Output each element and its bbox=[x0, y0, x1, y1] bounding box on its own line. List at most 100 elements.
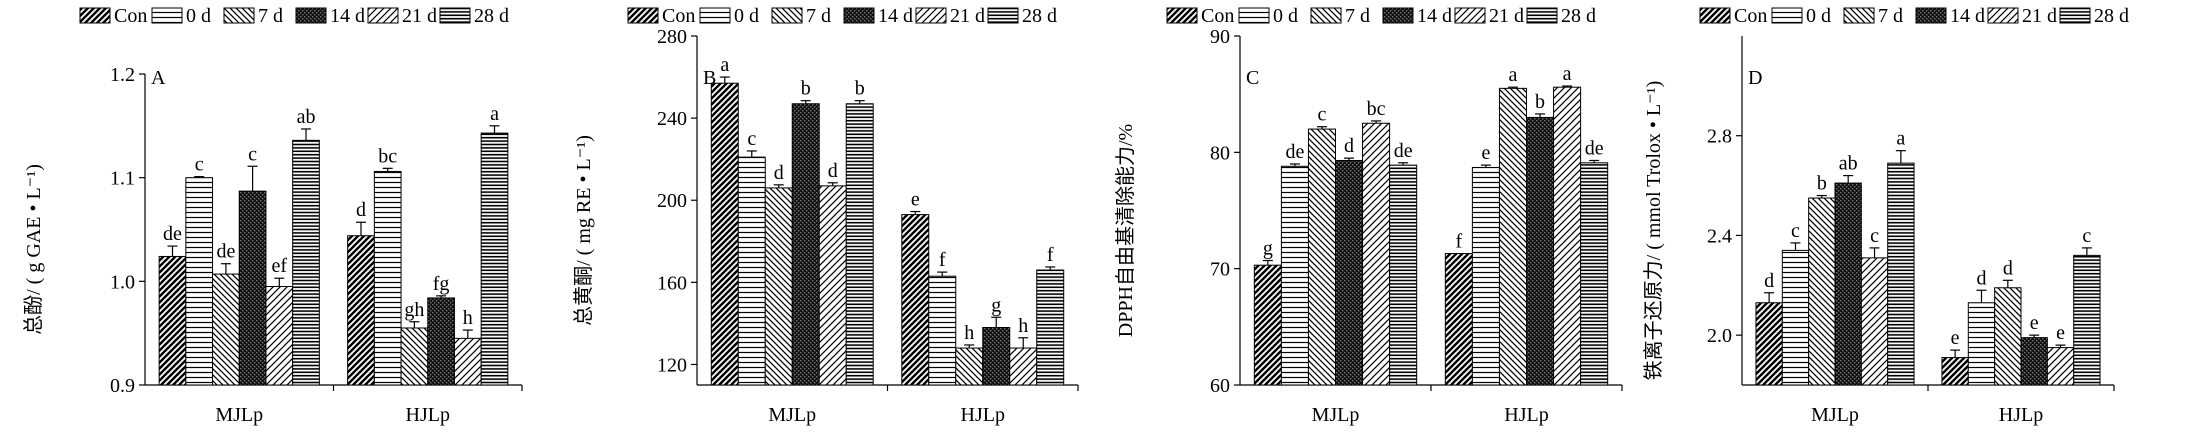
bar bbox=[818, 185, 847, 386]
bar bbox=[982, 327, 1011, 386]
bar bbox=[1307, 128, 1336, 386]
bar bbox=[2046, 347, 2075, 386]
y-tick-label: 200 bbox=[657, 190, 687, 212]
bar bbox=[1967, 302, 1996, 386]
significance-letter: d bbox=[2003, 257, 2013, 279]
bar bbox=[1444, 253, 1473, 386]
bar bbox=[1280, 165, 1309, 386]
significance-letter: e bbox=[1951, 327, 1960, 349]
y-tick-label: 240 bbox=[657, 108, 687, 130]
y-tick-label: 90 bbox=[1210, 26, 1230, 48]
y-tick-label: 0.9 bbox=[110, 375, 135, 397]
bar bbox=[1009, 347, 1038, 386]
significance-letter: f bbox=[1456, 231, 1463, 253]
bar bbox=[1362, 122, 1391, 386]
legend-swatch bbox=[1843, 7, 1875, 24]
bar bbox=[2020, 337, 2048, 386]
bar bbox=[373, 170, 402, 386]
legend-label: 21 d bbox=[402, 5, 437, 27]
legend-swatch bbox=[439, 7, 471, 24]
legend-swatch bbox=[151, 7, 183, 24]
significance-letter: b bbox=[855, 78, 865, 100]
significance-letter: b bbox=[1817, 173, 1827, 195]
significance-letter: de bbox=[1285, 141, 1304, 163]
panel-label: D bbox=[1748, 67, 1762, 89]
bar bbox=[1580, 162, 1609, 386]
bar bbox=[737, 156, 766, 386]
legend-swatch bbox=[1699, 7, 1731, 24]
y-tick-label: 80 bbox=[1210, 142, 1230, 164]
x-tick-label: HJLp bbox=[406, 404, 450, 426]
legend-label: Con bbox=[1201, 5, 1234, 27]
y-tick-label: 2.8 bbox=[1707, 126, 1732, 148]
legend-swatch bbox=[79, 7, 111, 24]
significance-letter: d bbox=[774, 162, 784, 184]
y-tick-label: 60 bbox=[1210, 375, 1230, 397]
significance-letter: c bbox=[1870, 225, 1879, 247]
legend-swatch bbox=[915, 7, 947, 24]
legend-swatch bbox=[987, 7, 1019, 24]
legend-label: 0 d bbox=[734, 5, 759, 27]
y-tick-label: 2.0 bbox=[1707, 325, 1732, 347]
significance-letter: d bbox=[1344, 135, 1354, 157]
significance-letter: c bbox=[2082, 225, 2091, 247]
x-tick-label: MJLp bbox=[1811, 404, 1859, 426]
x-tick-label: MJLp bbox=[768, 404, 816, 426]
legend-label: 14 d bbox=[1950, 5, 1985, 27]
bar bbox=[347, 235, 375, 386]
bar bbox=[1860, 257, 1889, 386]
legend-label: 0 d bbox=[186, 5, 211, 27]
significance-letter: gh bbox=[404, 299, 424, 321]
x-tick-label: MJLp bbox=[215, 404, 263, 426]
significance-letter: e bbox=[2056, 322, 2065, 344]
significance-letter: c bbox=[1318, 104, 1327, 126]
significance-letter: a bbox=[1563, 63, 1572, 85]
significance-letter: c bbox=[1791, 220, 1800, 242]
legend-label: 7 d bbox=[1345, 5, 1370, 27]
bar bbox=[1036, 269, 1065, 386]
y-axis-label: 总黄酮/ ( mg RE • L⁻¹) bbox=[572, 135, 595, 326]
bar bbox=[1553, 86, 1582, 386]
legend-swatch bbox=[295, 7, 327, 24]
significance-letter: ab bbox=[1839, 153, 1858, 175]
legend-label: 0 d bbox=[1273, 5, 1298, 27]
bar bbox=[158, 255, 187, 386]
bar bbox=[1253, 264, 1282, 386]
legend-label: 7 d bbox=[806, 5, 831, 27]
bar bbox=[1498, 87, 1527, 386]
chart-panel-d: Con 0 d 7 d 14 d 21 d 28 d 2.0 2.4 2.8 D 铁离子还原力/ (… bbox=[1642, 5, 2129, 426]
legend-swatch bbox=[367, 7, 399, 24]
legend-swatch bbox=[1166, 7, 1198, 24]
bar bbox=[480, 132, 509, 386]
y-tick-label: 1.1 bbox=[110, 168, 135, 190]
bar bbox=[212, 273, 240, 386]
significance-letter: b bbox=[1535, 91, 1545, 113]
bar bbox=[1994, 287, 2022, 386]
legend-swatch bbox=[1526, 7, 1558, 24]
significance-letter: c bbox=[747, 128, 756, 150]
significance-letter: de bbox=[1394, 140, 1413, 162]
bar bbox=[1755, 302, 1783, 386]
legend-label: Con bbox=[1734, 5, 1767, 27]
y-axis-label: 铁离子还原力/ ( mmol Trolox • L⁻¹) bbox=[1642, 81, 1665, 381]
bar bbox=[185, 177, 214, 386]
bar bbox=[292, 139, 320, 386]
legend-label: 0 d bbox=[1806, 5, 1831, 27]
significance-letter: g bbox=[1263, 238, 1273, 260]
significance-letter: d bbox=[1976, 267, 1986, 289]
significance-letter: ab bbox=[297, 106, 316, 128]
significance-letter: de bbox=[216, 241, 235, 263]
legend-swatch bbox=[1915, 7, 1947, 24]
y-tick-label: 280 bbox=[657, 26, 687, 48]
y-tick-label: 2.4 bbox=[1707, 225, 1732, 247]
significance-letter: d bbox=[828, 160, 838, 182]
legend-label: 14 d bbox=[330, 5, 365, 27]
y-tick-label: 120 bbox=[657, 354, 687, 376]
significance-letter: b bbox=[801, 78, 811, 100]
chart-panel-c: Con 0 d 7 d 14 d 21 d 28 d 60 70 80 90 C DPPH自由基清除能… bbox=[1114, 5, 1623, 426]
legend-label: Con bbox=[662, 5, 695, 27]
bar bbox=[1834, 182, 1862, 386]
significance-letter: fg bbox=[433, 273, 450, 295]
panel-label: A bbox=[151, 67, 166, 89]
